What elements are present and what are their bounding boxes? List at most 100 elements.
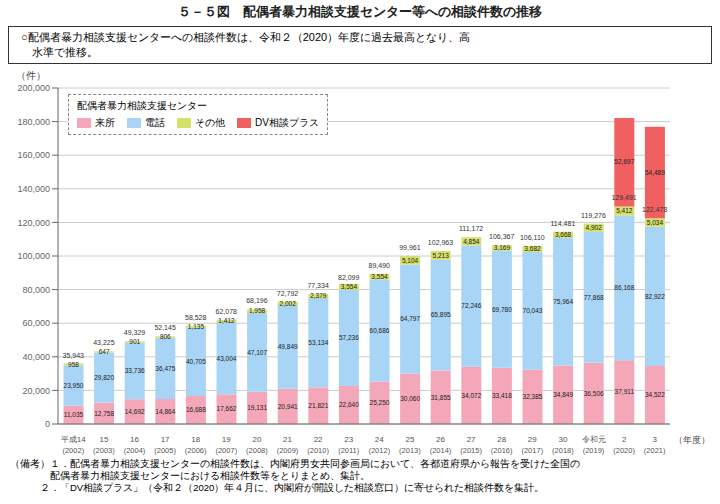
svg-text:69,780: 69,780 xyxy=(492,306,512,313)
svg-text:30(2018): 30(2018) xyxy=(552,435,574,455)
svg-text:1,412: 1,412 xyxy=(218,317,235,324)
svg-text:114,481: 114,481 xyxy=(551,220,576,227)
svg-text:77,868: 77,868 xyxy=(584,294,604,301)
svg-text:5,213: 5,213 xyxy=(433,252,450,259)
svg-text:25,250: 25,250 xyxy=(370,399,390,406)
svg-text:17(2005): 17(2005) xyxy=(154,435,176,455)
svg-text:200,000: 200,000 xyxy=(17,83,50,93)
svg-text:52,145: 52,145 xyxy=(154,324,176,331)
svg-text:3,169: 3,169 xyxy=(494,244,511,251)
svg-text:3,668: 3,668 xyxy=(555,231,572,238)
svg-text:34,072: 34,072 xyxy=(461,392,481,399)
svg-text:75,964: 75,964 xyxy=(553,298,573,305)
svg-text:102,963: 102,963 xyxy=(428,239,453,246)
svg-text:16,688: 16,688 xyxy=(186,406,206,413)
svg-text:21,821: 21,821 xyxy=(308,402,328,409)
svg-text:52,697: 52,697 xyxy=(614,158,634,165)
svg-text:平成14(2002): 平成14(2002) xyxy=(61,435,86,455)
svg-text:20(2008): 20(2008) xyxy=(246,435,268,455)
svg-text:33,736: 33,736 xyxy=(125,367,145,374)
svg-text:140,000: 140,000 xyxy=(17,184,50,194)
svg-text:35,943: 35,943 xyxy=(63,352,85,359)
svg-text:27(2015): 27(2015) xyxy=(460,435,482,455)
svg-text:49,329: 49,329 xyxy=(124,329,146,336)
svg-text:30,060: 30,060 xyxy=(400,395,420,402)
svg-text:57,236: 57,236 xyxy=(339,334,359,341)
svg-text:180,000: 180,000 xyxy=(17,117,50,127)
svg-text:72,246: 72,246 xyxy=(461,302,481,309)
svg-text:3,682: 3,682 xyxy=(524,245,541,252)
svg-text:80,000: 80,000 xyxy=(22,285,50,295)
svg-text:129,491: 129,491 xyxy=(611,194,636,201)
svg-text:58,528: 58,528 xyxy=(185,314,207,321)
svg-text:（件）: （件） xyxy=(16,70,46,81)
svg-text:29(2017): 29(2017) xyxy=(521,435,543,455)
svg-text:16(2004): 16(2004) xyxy=(124,435,146,455)
svg-text:77,334: 77,334 xyxy=(307,282,329,289)
svg-text:40,705: 40,705 xyxy=(186,358,206,365)
svg-text:2,379: 2,379 xyxy=(310,292,327,299)
svg-text:60,000: 60,000 xyxy=(22,318,50,328)
svg-text:120,000: 120,000 xyxy=(17,218,50,228)
svg-text:86,168: 86,168 xyxy=(614,284,634,291)
svg-text:22,640: 22,640 xyxy=(339,401,359,408)
svg-text:53,134: 53,134 xyxy=(308,339,328,346)
svg-text:15(2003): 15(2003) xyxy=(93,435,115,455)
svg-text:21(2009): 21(2009) xyxy=(277,435,299,455)
svg-text:64,797: 64,797 xyxy=(400,315,420,322)
svg-text:33,418: 33,418 xyxy=(492,392,512,399)
svg-text:122,478: 122,478 xyxy=(642,206,667,213)
svg-text:1,135: 1,135 xyxy=(188,323,205,330)
svg-text:62,078: 62,078 xyxy=(216,308,238,315)
svg-text:22(2010): 22(2010) xyxy=(307,435,329,455)
svg-text:99,961: 99,961 xyxy=(399,244,421,251)
svg-text:72,792: 72,792 xyxy=(277,290,299,297)
svg-text:14,864: 14,864 xyxy=(155,408,175,415)
svg-text:19(2007): 19(2007) xyxy=(215,435,237,455)
svg-text:14,692: 14,692 xyxy=(125,408,145,415)
svg-text:43,004: 43,004 xyxy=(217,355,237,362)
svg-text:36,506: 36,506 xyxy=(584,390,604,397)
svg-text:（年度）: （年度） xyxy=(674,435,710,445)
svg-text:5,412: 5,412 xyxy=(616,207,633,214)
svg-text:3,554: 3,554 xyxy=(341,283,358,290)
svg-text:901: 901 xyxy=(129,338,140,345)
svg-text:111,172: 111,172 xyxy=(459,225,483,232)
svg-text:23(2011): 23(2011) xyxy=(338,435,360,455)
svg-text:70,043: 70,043 xyxy=(523,307,543,314)
svg-text:89,490: 89,490 xyxy=(369,262,391,269)
svg-text:0: 0 xyxy=(45,419,50,429)
svg-text:1,958: 1,958 xyxy=(249,307,266,314)
svg-text:5,104: 5,104 xyxy=(402,257,419,264)
svg-text:23,950: 23,950 xyxy=(64,382,84,389)
svg-text:24(2012): 24(2012) xyxy=(368,435,390,455)
svg-text:36,475: 36,475 xyxy=(155,365,175,372)
svg-text:160,000: 160,000 xyxy=(17,150,50,160)
svg-text:5,034: 5,034 xyxy=(647,219,664,226)
svg-text:3,554: 3,554 xyxy=(371,273,388,280)
svg-text:54,489: 54,489 xyxy=(645,169,665,176)
svg-text:12,758: 12,758 xyxy=(94,410,114,417)
svg-text:34,849: 34,849 xyxy=(553,391,573,398)
svg-text:28(2016): 28(2016) xyxy=(491,435,513,455)
svg-text:25(2013): 25(2013) xyxy=(399,435,421,455)
svg-text:65,895: 65,895 xyxy=(431,311,451,318)
svg-text:37,911: 37,911 xyxy=(615,388,635,395)
svg-text:20,000: 20,000 xyxy=(22,386,50,396)
svg-text:106,110: 106,110 xyxy=(520,234,545,241)
svg-text:2(2020): 2(2020) xyxy=(613,435,635,455)
svg-text:20,941: 20,941 xyxy=(278,403,298,410)
svg-text:60,686: 60,686 xyxy=(370,327,390,334)
svg-text:40,000: 40,000 xyxy=(22,352,50,362)
svg-text:17,662: 17,662 xyxy=(217,405,237,412)
svg-text:32,385: 32,385 xyxy=(523,393,543,400)
svg-text:4,902: 4,902 xyxy=(586,224,603,231)
svg-text:82,922: 82,922 xyxy=(645,293,665,300)
svg-text:3(2021): 3(2021) xyxy=(644,435,666,455)
svg-text:43,225: 43,225 xyxy=(93,339,115,346)
svg-text:119,276: 119,276 xyxy=(581,212,606,219)
svg-text:647: 647 xyxy=(99,348,110,355)
svg-text:4,854: 4,854 xyxy=(463,238,480,245)
svg-text:47,107: 47,107 xyxy=(247,349,267,356)
svg-text:34,522: 34,522 xyxy=(645,391,665,398)
